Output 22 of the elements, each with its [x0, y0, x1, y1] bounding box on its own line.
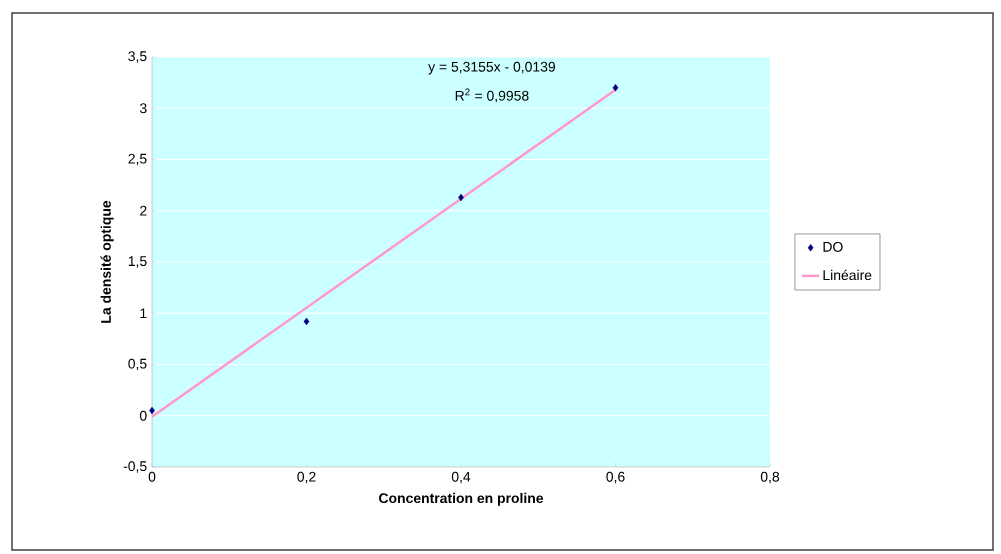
- y-tick-label: 2: [140, 205, 147, 216]
- x-tick-label: 0: [148, 471, 156, 482]
- y-tick-label: 3: [139, 103, 147, 114]
- y-tick-label: -0,5: [123, 461, 147, 473]
- point: [303, 317, 310, 326]
- y-tick-label: 0,5: [128, 358, 147, 371]
- x-tick-label: 0,2: [297, 471, 316, 484]
- y-tick-label: 3,5: [128, 51, 147, 63]
- x-tick-label: 0,4: [451, 471, 471, 484]
- legend-label: Linéaire: [823, 269, 872, 281]
- legend-label: DO: [823, 241, 843, 252]
- y-tick-label: 1,5: [128, 256, 147, 268]
- x-tick-label: 0,6: [606, 471, 625, 484]
- point: [612, 84, 619, 92]
- x-axis-title: Concentration en proline: [379, 492, 544, 506]
- annotation: y = 5,3155x - 0,0139: [428, 61, 556, 75]
- y-axis-title: La densité optique: [100, 200, 114, 323]
- x-tick-label: 0,8: [760, 471, 780, 484]
- annotation: R$^{2}$ = 0,9958: [455, 88, 529, 103]
- y-tick-label: 2,5: [128, 153, 147, 166]
- y-tick-label: 0: [139, 410, 147, 421]
- y-tick-label: 1: [140, 308, 147, 319]
